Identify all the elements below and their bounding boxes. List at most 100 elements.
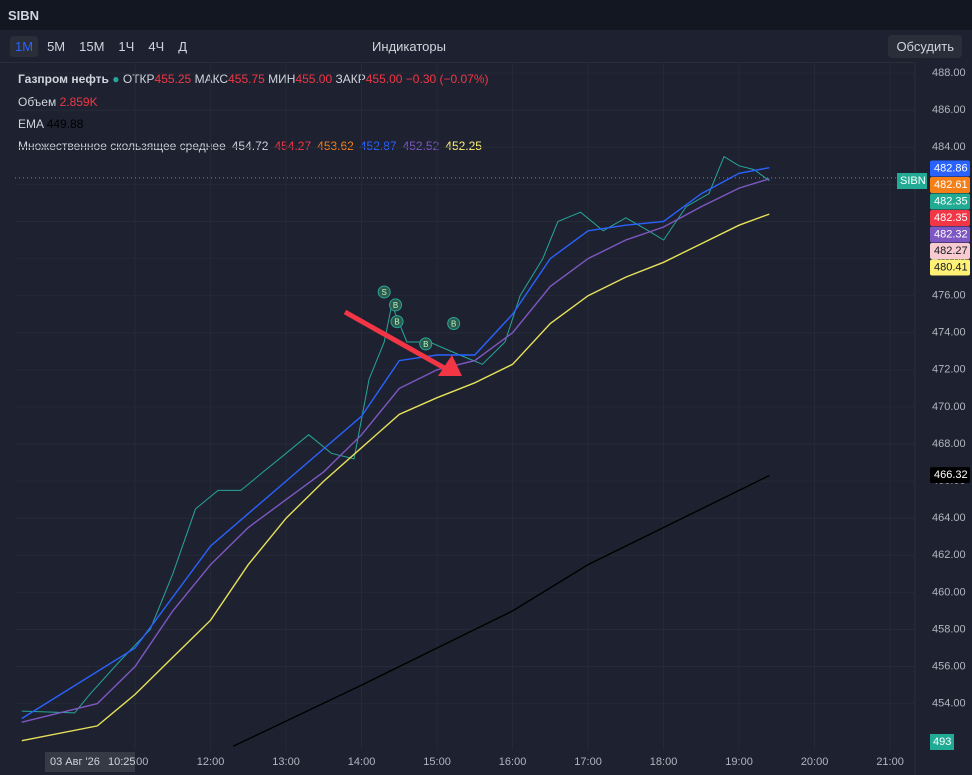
- volume-label: [930, 734, 954, 750]
- discuss-button[interactable]: Обсудить: [888, 34, 962, 58]
- legend-value: 452.87: [359, 139, 397, 153]
- legend-label: ЗАКР: [335, 72, 366, 86]
- y-tick-label: 454.00: [932, 698, 966, 710]
- y-tick-label: 456.00: [932, 660, 966, 672]
- x-tick-label: 13:00: [272, 756, 300, 768]
- annotation-arrow: [343, 309, 450, 373]
- legend-mma: Множественное скользящее среднее 454.72 45…: [18, 139, 482, 153]
- crosshair-time-text: 10:25: [108, 756, 136, 768]
- x-tick-label: 20:00: [801, 756, 829, 768]
- series-line: [21, 167, 770, 720]
- y-tick-label: 484.00: [932, 141, 966, 153]
- symbol-tag-text: SIBN: [900, 175, 926, 187]
- interval-button[interactable]: Д: [178, 38, 188, 54]
- price-label: [930, 242, 970, 259]
- interval-button[interactable]: 1Ч: [118, 38, 135, 54]
- y-tick-label: 462.00: [932, 549, 966, 561]
- legend-value: 454.72: [231, 139, 269, 153]
- interval-button[interactable]: 5M: [47, 38, 66, 54]
- price-label-text: 482.27: [934, 245, 968, 257]
- legend-value: 455.00: [365, 72, 403, 86]
- legend-value: 452.25: [445, 139, 482, 153]
- legend-change: −0.30 (−0.07%): [405, 72, 489, 86]
- trade-marker: [390, 315, 404, 329]
- annotation-arrowhead: [438, 355, 462, 376]
- y-tick-label: 474.00: [932, 327, 966, 339]
- legend-value: 454.27: [274, 139, 312, 153]
- interval-button[interactable]: 15M: [79, 38, 105, 54]
- x-tick-label: 21:00: [876, 756, 904, 768]
- series-line: [21, 213, 770, 742]
- price-label: [930, 160, 970, 177]
- y-tick-label: 464.00: [932, 512, 966, 524]
- interval-button[interactable]: 4Ч: [148, 38, 165, 54]
- x-tick-label: 16:00: [499, 756, 527, 768]
- price-label: [930, 193, 970, 210]
- y-tick-label: 460.00: [932, 586, 966, 598]
- x-tick-label: 15:00: [423, 756, 451, 768]
- price-label: [930, 209, 970, 226]
- legend-value: 455.25: [154, 72, 192, 86]
- legend-label: МАКС: [194, 72, 229, 86]
- price-label: [930, 467, 970, 484]
- trade-marker-label: S: [382, 288, 387, 297]
- y-tick-label: 488.00: [932, 67, 966, 79]
- y-tick-label: 486.00: [932, 104, 966, 116]
- y-tick-label: 470.00: [932, 401, 966, 413]
- price-label-text: 482.35: [934, 195, 968, 207]
- trade-marker-label: B: [394, 318, 399, 327]
- indicators-button[interactable]: Индикаторы: [372, 38, 446, 54]
- price-label: [930, 259, 970, 276]
- legend-label: МИН: [268, 72, 296, 86]
- x-tick-label: 12:00: [197, 756, 225, 768]
- legend-label: Объем: [18, 95, 57, 109]
- legend-name: Газпром нефть: [18, 72, 109, 86]
- y-tick-label: 468.00: [932, 438, 966, 450]
- series-line: [21, 178, 770, 723]
- legend-value: 455.75: [228, 72, 265, 86]
- crosshair-date: [45, 752, 135, 772]
- y-tick-label: 472.00: [932, 364, 966, 376]
- price-label: [930, 226, 970, 243]
- price-label-text: 482.61: [934, 179, 968, 191]
- x-tick-label: 18:00: [650, 756, 678, 768]
- x-tick-label: 14:00: [348, 756, 376, 768]
- trade-marker-label: B: [451, 320, 456, 329]
- legend-label: ОТКР: [122, 72, 155, 86]
- legend-volume: Объем 2.859K: [18, 95, 98, 109]
- trade-marker-label: B: [393, 301, 398, 310]
- price-label-text: 482.35: [934, 212, 968, 224]
- trade-marker: [447, 316, 461, 330]
- crosshair-date-text: 03 Авг '26: [50, 756, 100, 768]
- volume-label-text: 493: [933, 736, 951, 748]
- legend-main: Газпром нефть ● ОТКР455.25 МАКС455.75 МИ…: [18, 72, 489, 86]
- trade-marker: [419, 337, 433, 351]
- trade-marker: [389, 298, 403, 312]
- y-tick-label: 458.00: [932, 623, 966, 635]
- series-line: [21, 155, 770, 714]
- intervals: 1M 5M 15M 1Ч 4Ч Д: [6, 35, 192, 57]
- y-tick-label: 476.00: [932, 290, 966, 302]
- trade-marker-label: B: [423, 340, 428, 349]
- toolbar: 1M 5M 15M 1Ч 4Ч Д Индикаторы Обсудить: [0, 30, 972, 63]
- series-line: [232, 474, 770, 747]
- interval-button[interactable]: 1M: [10, 35, 39, 57]
- price-label-text: 482.86: [934, 162, 968, 174]
- chart: 454.00 456.00 458.00 460.00 462.00 464.00 466.…: [15, 62, 972, 775]
- legend-value: 2.859K: [59, 95, 98, 109]
- legend-value: 453.62: [317, 139, 354, 153]
- legend-label: Множественное скользящее среднее: [18, 139, 226, 153]
- price-label-text: 482.32: [934, 228, 968, 240]
- legend-value: 455.00: [295, 72, 333, 86]
- top-bar: SIBN: [0, 0, 972, 30]
- trade-marker: [377, 285, 391, 299]
- legend-value: 452.52: [402, 139, 440, 153]
- symbol[interactable]: SIBN: [8, 7, 40, 23]
- x-tick-label: 19:00: [725, 756, 753, 768]
- legend-label: EMA: [18, 117, 44, 131]
- price-label: [930, 176, 970, 193]
- price-label-text: 466.32: [934, 469, 968, 481]
- legend-value: 449.88: [46, 117, 84, 131]
- legend-ema: EMA 449.88: [18, 117, 83, 131]
